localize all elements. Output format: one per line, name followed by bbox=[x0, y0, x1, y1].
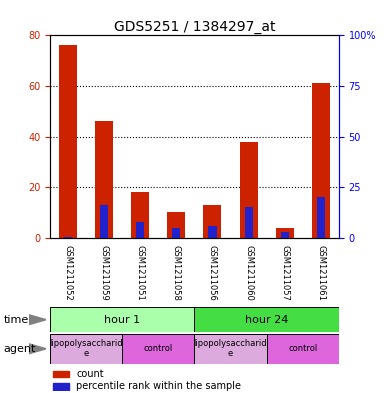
Title: GDS5251 / 1384297_at: GDS5251 / 1384297_at bbox=[114, 20, 275, 34]
Bar bbox=[266, 334, 339, 364]
Text: hour 24: hour 24 bbox=[245, 315, 288, 325]
Text: GSM1211059: GSM1211059 bbox=[100, 245, 109, 301]
Text: agent: agent bbox=[4, 344, 36, 354]
Bar bbox=[64, 237, 72, 238]
Text: GSM1211057: GSM1211057 bbox=[280, 245, 289, 301]
Text: GSM1211052: GSM1211052 bbox=[64, 245, 73, 301]
Bar bbox=[244, 208, 253, 238]
Bar bbox=[317, 197, 325, 238]
Text: percentile rank within the sample: percentile rank within the sample bbox=[76, 382, 241, 391]
Bar bbox=[122, 334, 194, 364]
Bar bbox=[50, 334, 122, 364]
Text: GSM1211051: GSM1211051 bbox=[136, 245, 145, 301]
Bar bbox=[203, 205, 221, 238]
Polygon shape bbox=[29, 344, 46, 354]
Bar bbox=[136, 222, 144, 238]
Text: GSM1211056: GSM1211056 bbox=[208, 245, 217, 301]
Text: lipopolysaccharid
e: lipopolysaccharid e bbox=[49, 339, 123, 358]
Bar bbox=[276, 228, 294, 238]
Bar bbox=[281, 232, 289, 238]
Bar bbox=[194, 307, 339, 332]
Bar bbox=[172, 228, 181, 238]
Text: control: control bbox=[144, 344, 173, 353]
Text: lipopolysaccharid
e: lipopolysaccharid e bbox=[194, 339, 267, 358]
Bar bbox=[95, 121, 113, 238]
Text: count: count bbox=[76, 369, 104, 379]
Bar bbox=[312, 83, 330, 238]
Bar bbox=[131, 192, 149, 238]
Bar bbox=[208, 226, 216, 238]
Bar bbox=[53, 371, 69, 377]
Bar bbox=[100, 206, 108, 238]
Text: hour 1: hour 1 bbox=[104, 315, 140, 325]
Bar bbox=[50, 307, 194, 332]
Bar bbox=[194, 334, 266, 364]
Text: GSM1211061: GSM1211061 bbox=[316, 245, 325, 301]
Bar bbox=[59, 46, 77, 238]
Text: GSM1211060: GSM1211060 bbox=[244, 245, 253, 301]
Text: control: control bbox=[288, 344, 317, 353]
Text: GSM1211058: GSM1211058 bbox=[172, 245, 181, 301]
Text: time: time bbox=[4, 315, 29, 325]
Bar bbox=[167, 213, 186, 238]
Polygon shape bbox=[29, 315, 46, 325]
Bar bbox=[239, 141, 258, 238]
Bar bbox=[53, 384, 69, 390]
